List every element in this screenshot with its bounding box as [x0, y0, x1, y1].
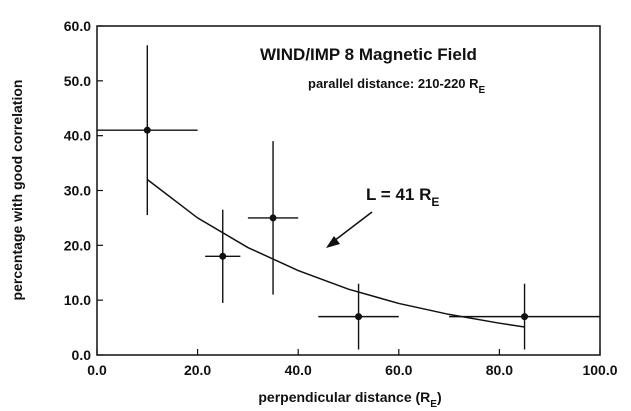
y-tick-label: 40.0: [64, 128, 91, 144]
y-tick-label: 60.0: [64, 18, 91, 34]
x-tick-label: 60.0: [385, 362, 412, 378]
x-tick-label: 20.0: [184, 362, 211, 378]
annotation-subtitle: parallel distance: 210-220 RE: [308, 76, 486, 96]
y-tick-label: 30.0: [64, 183, 91, 199]
x-tick-label: 0.0: [87, 362, 107, 378]
annotation-sub: E: [431, 195, 439, 209]
point: [355, 313, 363, 321]
x-axis-label: perpendicular distance (RE): [258, 389, 441, 410]
annotation-sub: E: [479, 85, 486, 96]
y-axis-label: percentage with good correlation: [9, 80, 25, 301]
x-tick-label: 80.0: [486, 362, 513, 378]
arrow: [326, 211, 373, 248]
x-axis-label-sub: E: [430, 399, 437, 410]
y-tick-label: 50.0: [64, 73, 91, 89]
x-tick-label: 40.0: [285, 362, 312, 378]
x-axis-label-text: perpendicular distance (R: [258, 389, 430, 405]
point: [143, 126, 151, 134]
point: [269, 214, 277, 222]
y-tick-label: 0.0: [72, 347, 92, 363]
y-tick-label: 20.0: [64, 237, 91, 253]
annotation-text: parallel distance: 210-220 R: [308, 76, 479, 91]
x-axis-label-tail: ): [437, 389, 442, 405]
annotation-text: L = 41 R: [366, 185, 431, 204]
y-tick-label: 10.0: [64, 292, 91, 308]
annotation-text: WIND/IMP 8 Magnetic Field: [260, 45, 477, 64]
x-tick-label: 100.0: [582, 362, 617, 378]
point: [219, 252, 227, 260]
point: [521, 313, 529, 321]
annotation-fit: L = 41 RE: [366, 185, 439, 209]
annotation-title: WIND/IMP 8 Magnetic Field: [260, 45, 477, 64]
fit-curve: [146, 178, 525, 328]
